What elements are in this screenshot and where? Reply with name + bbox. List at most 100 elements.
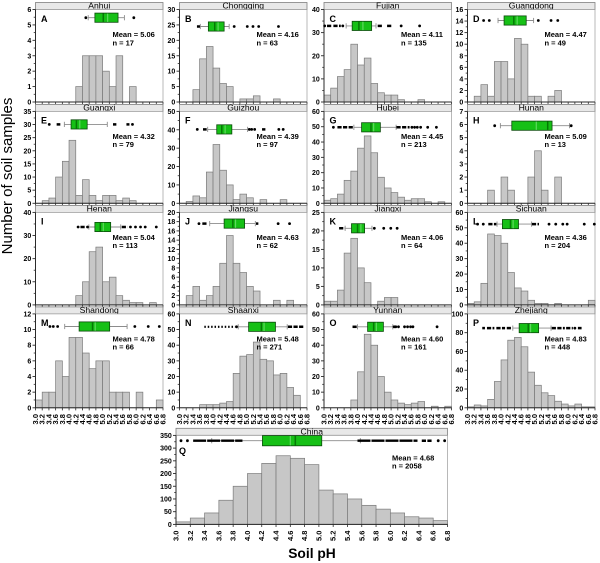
svg-text:3.2: 3.2	[326, 414, 335, 424]
svg-text:5.6: 5.6	[262, 414, 271, 424]
svg-text:0: 0	[459, 201, 463, 208]
svg-text:0: 0	[459, 100, 463, 107]
svg-text:Fujian: Fujian	[376, 1, 400, 11]
svg-text:30: 30	[24, 233, 32, 240]
svg-text:O: O	[330, 318, 337, 328]
svg-text:8: 8	[459, 53, 463, 60]
svg-text:n = 213: n = 213	[401, 140, 427, 149]
svg-text:0: 0	[316, 302, 320, 309]
svg-text:Yunnan: Yunnan	[373, 305, 402, 315]
svg-text:16: 16	[456, 7, 464, 14]
svg-text:F: F	[185, 116, 191, 126]
svg-text:n = 64: n = 64	[401, 241, 423, 250]
svg-text:4.4: 4.4	[272, 530, 281, 541]
svg-text:5.2: 5.2	[393, 414, 402, 424]
svg-text:5: 5	[459, 135, 463, 142]
svg-text:0: 0	[27, 302, 31, 309]
svg-text:15: 15	[168, 53, 176, 60]
svg-text:0: 0	[316, 405, 320, 412]
svg-text:3.6: 3.6	[195, 414, 204, 424]
svg-text:0: 0	[316, 201, 320, 208]
svg-text:10: 10	[312, 265, 320, 272]
svg-text:20: 20	[456, 272, 464, 279]
svg-text:20: 20	[312, 374, 320, 381]
svg-text:Mean = 5.48: Mean = 5.48	[257, 334, 299, 343]
svg-text:J: J	[185, 217, 190, 227]
svg-text:n = 135: n = 135	[401, 38, 427, 47]
svg-text:40: 40	[456, 368, 464, 375]
svg-text:14: 14	[456, 19, 464, 26]
svg-text:50: 50	[456, 225, 464, 232]
svg-text:50: 50	[312, 327, 320, 334]
svg-text:20: 20	[312, 53, 320, 60]
svg-text:4.8: 4.8	[235, 414, 244, 424]
svg-text:3.8: 3.8	[202, 414, 211, 424]
svg-text:n = 448: n = 448	[545, 343, 571, 352]
svg-text:4: 4	[27, 38, 31, 45]
svg-text:n = 17: n = 17	[113, 38, 134, 47]
svg-text:0: 0	[27, 100, 31, 107]
svg-text:3.6: 3.6	[340, 414, 349, 424]
svg-text:C: C	[330, 14, 337, 24]
svg-text:6.2: 6.2	[427, 414, 436, 424]
svg-text:18: 18	[168, 219, 176, 226]
svg-text:20: 20	[168, 210, 176, 217]
svg-text:6.0: 6.0	[276, 414, 285, 424]
svg-text:10: 10	[456, 42, 464, 49]
svg-text:3.2: 3.2	[470, 414, 479, 424]
svg-text:n = 66: n = 66	[113, 343, 134, 352]
svg-text:Mean = 4.16: Mean = 4.16	[257, 30, 299, 39]
svg-text:3.4: 3.4	[188, 413, 197, 424]
svg-text:4.2: 4.2	[71, 414, 80, 424]
svg-text:4.0: 4.0	[243, 531, 252, 541]
svg-text:n = 204: n = 204	[545, 241, 571, 250]
svg-text:H: H	[473, 116, 480, 126]
svg-text:Mean = 4.39: Mean = 4.39	[257, 132, 299, 141]
svg-text:5.8: 5.8	[557, 414, 566, 424]
svg-text:40: 40	[312, 140, 320, 147]
svg-text:n = 63: n = 63	[257, 38, 278, 47]
svg-text:50: 50	[168, 109, 176, 116]
svg-text:50: 50	[312, 124, 320, 131]
svg-text:3.2: 3.2	[38, 414, 47, 424]
svg-text:4.6: 4.6	[286, 531, 295, 541]
svg-text:Mean = 4.47: Mean = 4.47	[545, 30, 587, 39]
svg-text:2: 2	[459, 175, 463, 182]
svg-text:Q: Q	[179, 446, 186, 456]
svg-text:n = 79: n = 79	[113, 140, 134, 149]
svg-text:Sichuan: Sichuan	[516, 204, 547, 214]
svg-text:4.6: 4.6	[373, 414, 382, 424]
svg-text:6.4: 6.4	[577, 413, 586, 424]
svg-text:6.4: 6.4	[434, 413, 443, 424]
svg-text:6.2: 6.2	[138, 414, 147, 424]
svg-text:Mean = 5.04: Mean = 5.04	[113, 233, 156, 242]
svg-text:1: 1	[459, 188, 463, 195]
svg-text:5.2: 5.2	[537, 414, 546, 424]
svg-text:6.8: 6.8	[443, 531, 452, 541]
svg-text:4.4: 4.4	[366, 413, 375, 424]
svg-text:7: 7	[459, 109, 463, 116]
svg-text:5.4: 5.4	[112, 413, 121, 424]
svg-text:16: 16	[168, 228, 176, 235]
svg-text:25: 25	[24, 135, 32, 142]
svg-text:B: B	[185, 14, 192, 24]
svg-text:6.4: 6.4	[289, 413, 298, 424]
svg-text:3.4: 3.4	[44, 413, 53, 424]
svg-text:n = 161: n = 161	[401, 343, 427, 352]
svg-text:0: 0	[171, 100, 175, 107]
svg-text:12: 12	[24, 311, 32, 318]
svg-text:Hunan: Hunan	[519, 103, 545, 113]
svg-text:30: 30	[24, 122, 32, 129]
svg-text:3.2: 3.2	[182, 414, 191, 424]
svg-text:5.8: 5.8	[413, 414, 422, 424]
svg-text:5.0: 5.0	[530, 414, 539, 424]
svg-text:n = 13: n = 13	[545, 140, 566, 149]
svg-text:15: 15	[312, 247, 320, 254]
svg-text:3: 3	[459, 161, 463, 168]
svg-text:5.4: 5.4	[343, 530, 352, 541]
svg-text:Hubei: Hubei	[377, 103, 400, 113]
svg-text:300: 300	[160, 446, 172, 453]
svg-text:3: 3	[27, 53, 31, 60]
svg-text:Chongqing: Chongqing	[222, 1, 264, 11]
svg-text:Henan: Henan	[87, 204, 113, 214]
